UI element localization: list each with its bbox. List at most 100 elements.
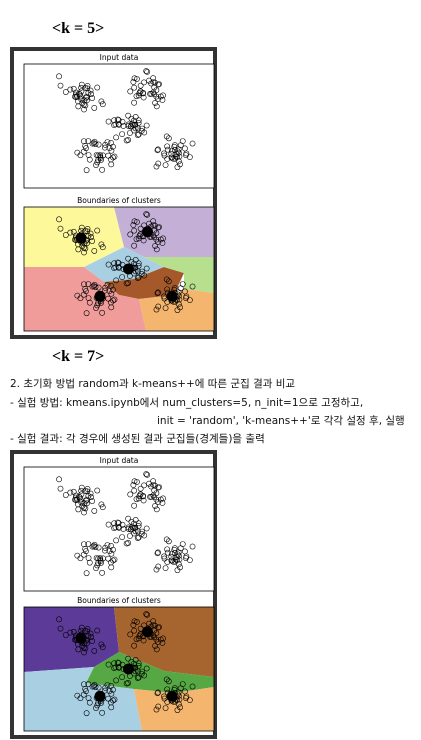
point — [125, 255, 132, 262]
point — [115, 121, 122, 127]
point — [156, 224, 162, 231]
point — [108, 304, 115, 311]
centroid — [166, 290, 178, 302]
point — [119, 274, 125, 280]
point — [159, 97, 166, 103]
point — [74, 692, 81, 699]
point — [182, 295, 189, 301]
centroid — [123, 663, 134, 675]
point — [154, 290, 161, 297]
point — [108, 282, 114, 289]
point — [176, 296, 183, 303]
point — [131, 627, 138, 634]
point — [139, 528, 146, 535]
point — [57, 485, 64, 492]
point — [163, 276, 170, 283]
point — [89, 95, 96, 101]
point — [144, 471, 151, 478]
point — [172, 558, 178, 565]
point — [155, 703, 162, 710]
point — [81, 106, 87, 113]
paragraph-line: init = 'random', 'k-means++'로 각각 설정 후, 실… — [157, 415, 405, 427]
point — [95, 684, 102, 691]
point — [104, 139, 111, 145]
point — [84, 225, 91, 232]
point — [127, 231, 134, 238]
point — [83, 310, 90, 317]
point — [131, 530, 138, 537]
region — [114, 207, 214, 257]
point — [86, 156, 93, 163]
point — [56, 476, 62, 483]
region — [144, 257, 214, 293]
point — [164, 286, 171, 293]
point — [131, 478, 138, 485]
point — [144, 68, 151, 75]
point — [151, 79, 158, 86]
point — [135, 523, 142, 529]
point — [134, 479, 140, 485]
point — [150, 89, 157, 96]
point — [131, 618, 138, 625]
point — [143, 611, 150, 617]
point — [88, 91, 95, 98]
point — [135, 520, 142, 527]
point — [91, 648, 98, 654]
point — [105, 695, 112, 702]
point — [85, 138, 92, 144]
point — [89, 238, 96, 244]
point — [105, 521, 112, 528]
point — [81, 138, 87, 145]
region — [114, 607, 214, 677]
point — [80, 148, 87, 155]
point — [73, 492, 79, 499]
point — [111, 122, 117, 128]
point — [84, 228, 91, 235]
point — [163, 536, 170, 543]
point — [135, 260, 142, 267]
point — [155, 81, 162, 88]
point — [81, 509, 87, 516]
point — [161, 152, 168, 159]
point — [94, 627, 101, 634]
point — [130, 222, 137, 228]
point — [131, 242, 138, 249]
point — [170, 558, 177, 565]
point — [162, 305, 169, 312]
point — [72, 93, 78, 100]
point — [153, 646, 160, 653]
point — [78, 88, 85, 95]
point — [144, 211, 151, 218]
point — [131, 524, 138, 531]
point — [135, 131, 142, 138]
point — [123, 680, 130, 687]
point — [85, 681, 92, 687]
point — [135, 263, 142, 269]
plot-box — [23, 466, 215, 592]
point — [177, 285, 184, 292]
point — [89, 498, 96, 504]
point — [85, 90, 92, 96]
point — [112, 121, 119, 128]
point — [114, 659, 121, 666]
point — [81, 500, 88, 507]
point — [113, 134, 120, 141]
point — [136, 633, 143, 640]
point — [84, 628, 91, 635]
point — [134, 619, 140, 625]
point — [153, 93, 160, 100]
point — [106, 548, 113, 554]
point — [115, 524, 122, 530]
point — [134, 535, 141, 541]
point — [91, 541, 98, 548]
point — [94, 702, 101, 709]
point — [143, 122, 150, 129]
point — [135, 495, 142, 502]
point — [135, 120, 142, 126]
point — [150, 492, 157, 499]
point — [86, 559, 93, 566]
point — [95, 157, 102, 163]
point — [172, 147, 179, 154]
point — [91, 508, 98, 514]
point — [115, 117, 122, 123]
